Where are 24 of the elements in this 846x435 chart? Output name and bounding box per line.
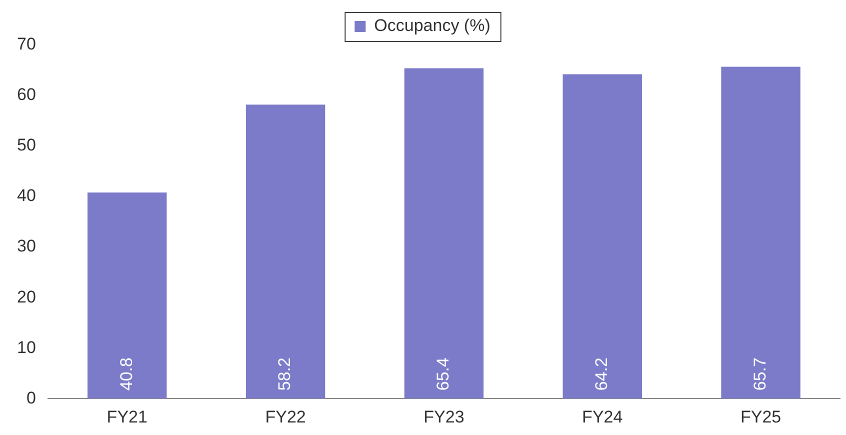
bar	[246, 104, 326, 399]
data-label: 65.7	[750, 358, 770, 391]
x-tick-label: FY22	[265, 407, 306, 426]
y-tick-label: 70	[16, 34, 36, 54]
y-tick-label: 30	[16, 236, 36, 256]
bar	[721, 66, 800, 399]
data-label: 58.2	[275, 358, 294, 391]
y-tick-label: 40	[16, 186, 36, 206]
bar	[562, 74, 642, 399]
bar	[404, 68, 484, 399]
bar	[88, 192, 167, 399]
x-tick-label: FY24	[582, 407, 623, 426]
y-tick-label: 60	[16, 85, 36, 104]
x-tick-label: FY25	[740, 407, 782, 426]
data-label: 65.4	[434, 358, 453, 391]
y-tick-label: 20	[16, 287, 36, 306]
x-tick-label: FY21	[106, 407, 148, 426]
y-tick-label: 10	[16, 338, 36, 357]
x-tick-label: FY23	[424, 407, 464, 426]
y-tick-label: 50	[16, 136, 36, 155]
legend-label: Occupancy (%)	[374, 16, 490, 36]
data-label: 40.8	[116, 358, 136, 391]
y-tick-label: 0	[26, 388, 36, 408]
data-label: 64.2	[592, 358, 612, 391]
